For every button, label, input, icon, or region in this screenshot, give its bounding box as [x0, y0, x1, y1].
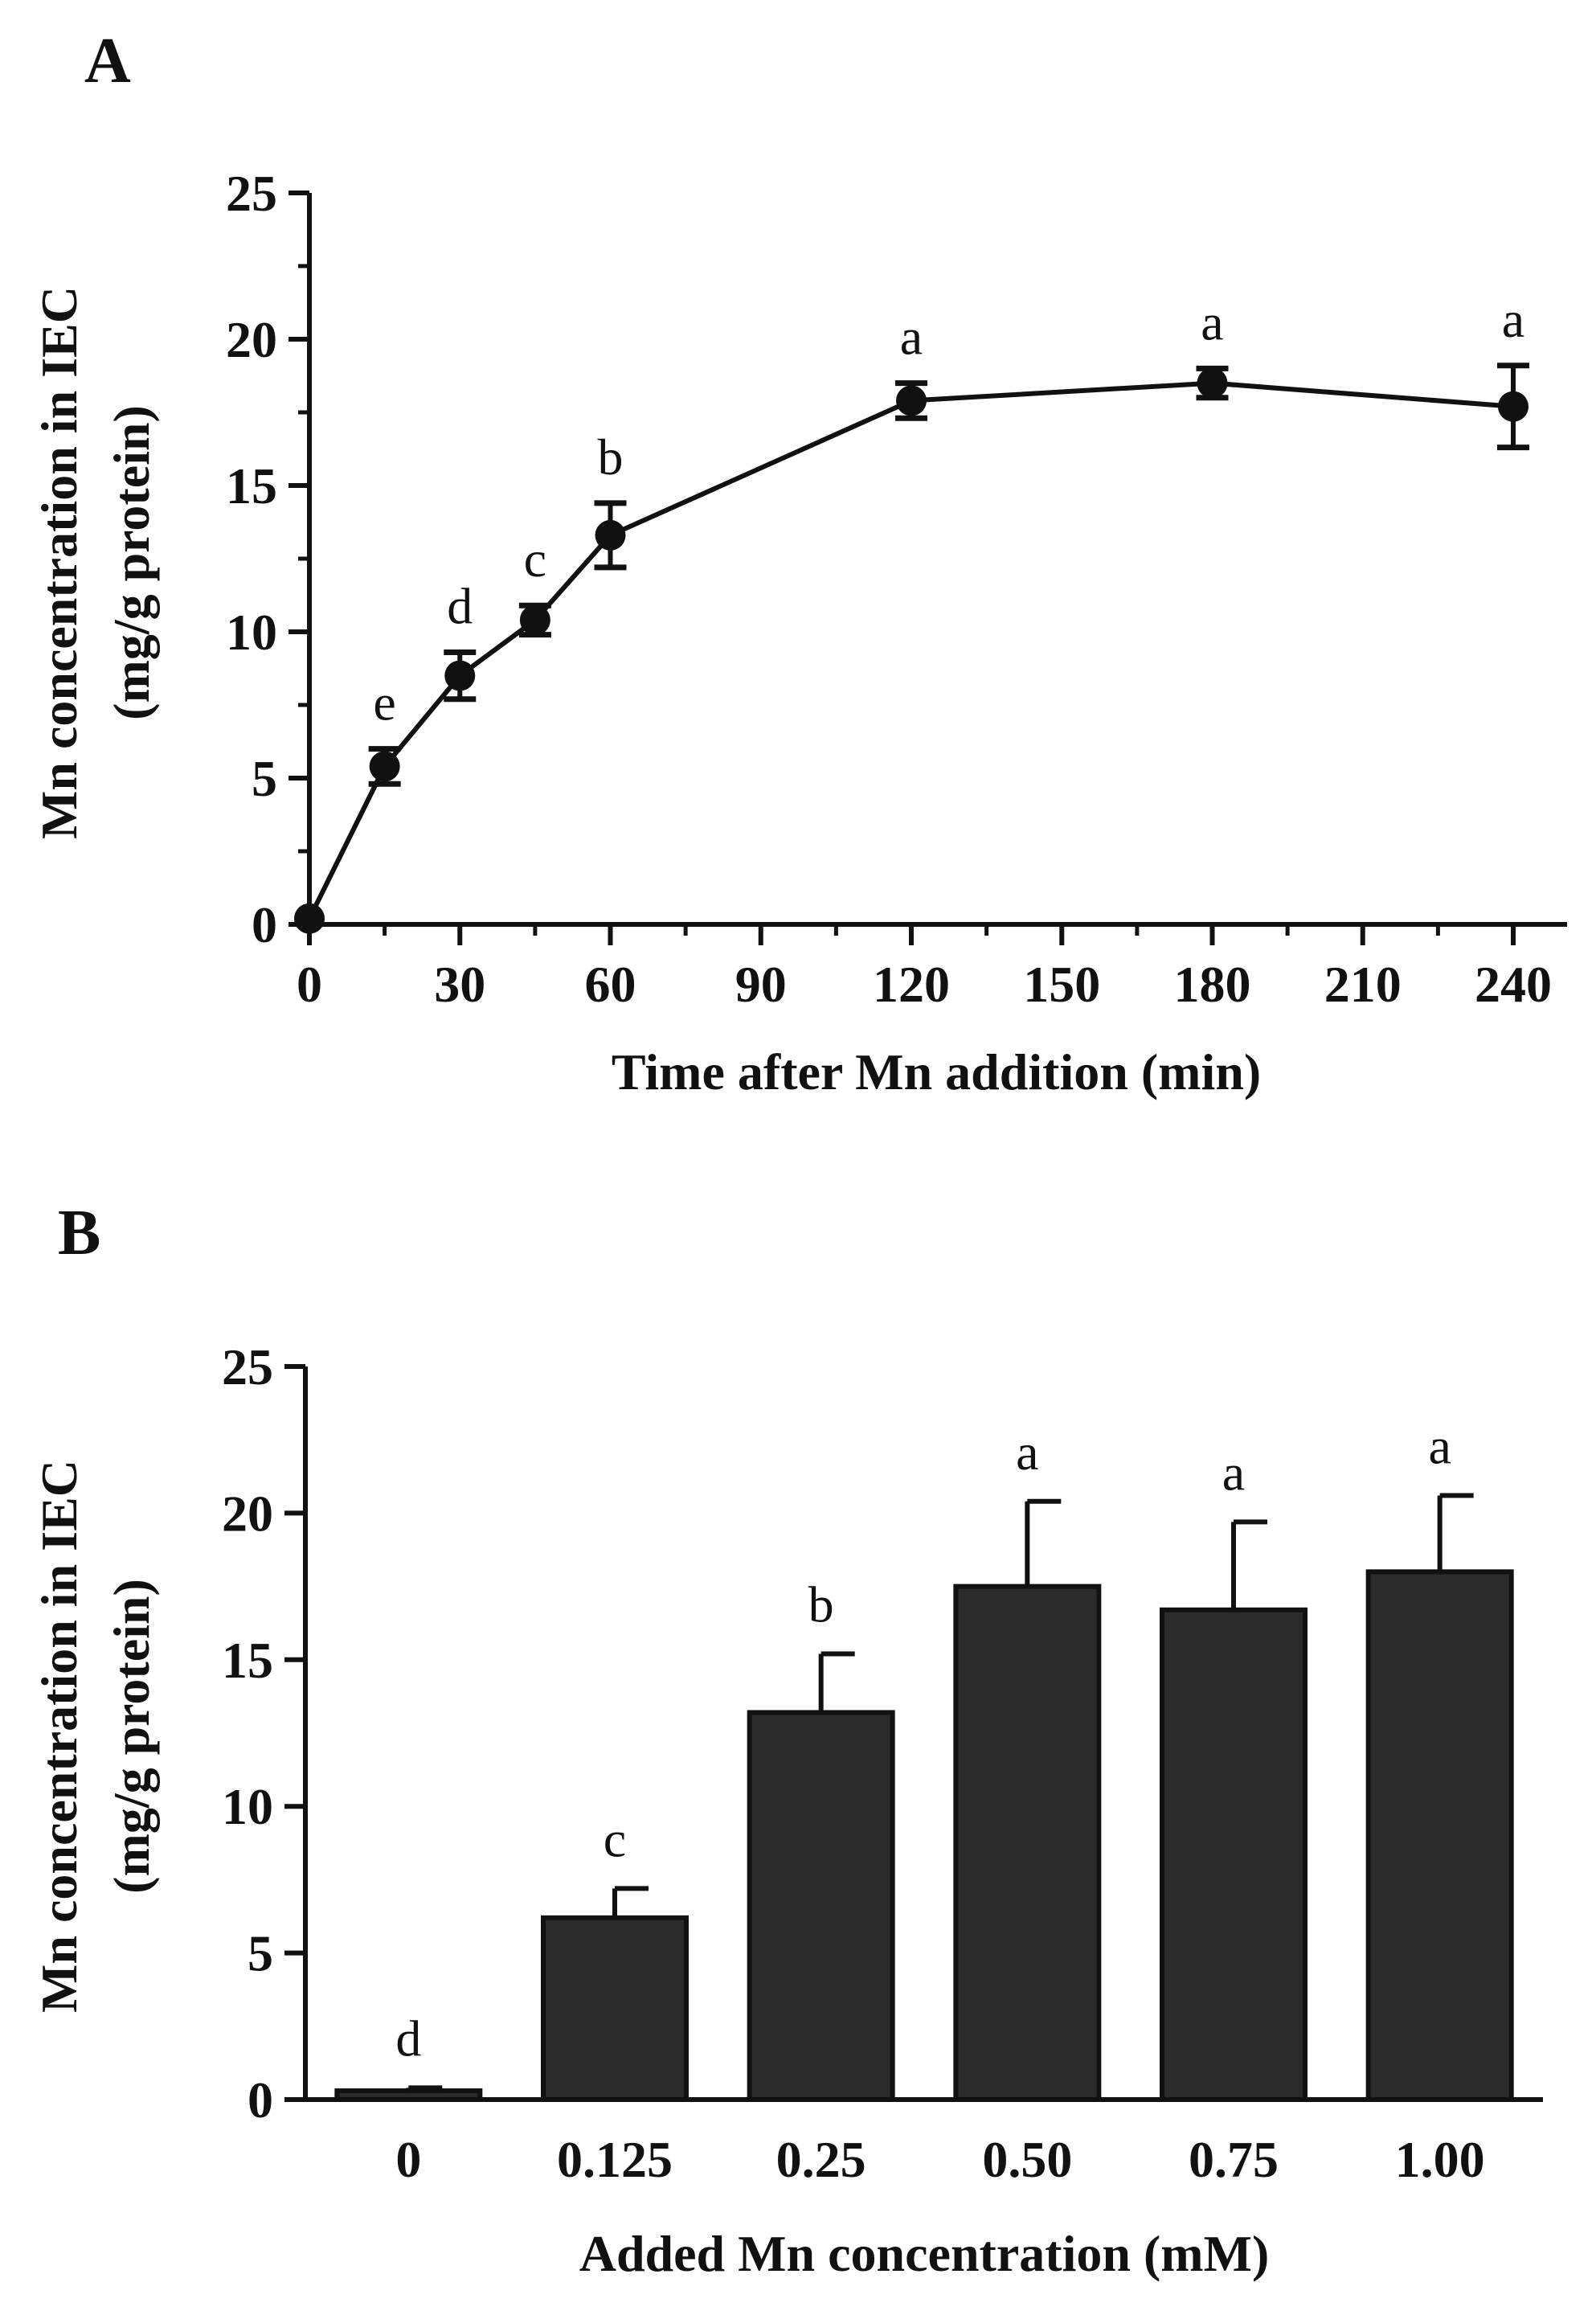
panel-b-x-tick-label: 0.125: [557, 2131, 673, 2188]
panel-a-y-tick-label: 10: [226, 604, 277, 661]
panel-b-x-tick-label: 1.00: [1395, 2131, 1485, 2188]
panel-b-y-axis-title-line1: Mn concentration in IEC: [31, 1460, 88, 2013]
panel-b-bar: [1365, 1569, 1514, 2102]
panel-b-y-tick-label: 15: [222, 1632, 273, 1689]
panel-a-x-tick-label: 120: [873, 956, 950, 1013]
panel-b-y-tick-label: 10: [222, 1778, 273, 1835]
panel-b-bar: [541, 1915, 689, 2102]
panel-a-y-axis-title-line2: (mg/g protein): [103, 405, 160, 720]
panel-a-significance-label: c: [524, 531, 546, 588]
panel-a-data-point: [519, 604, 550, 636]
panel-b-significance-label: c: [604, 1810, 626, 1867]
panel-b-y-tick-label: 20: [222, 1485, 273, 1542]
panel-a-data-point: [444, 660, 476, 691]
panel-b-significance-label: a: [1222, 1444, 1245, 1501]
panel-b-x-tick-label: 0.25: [776, 2131, 866, 2188]
panel-a-y-axis-title-line1: Mn concentration in IEC: [31, 286, 88, 839]
panel-b-y-axis-title-line2: (mg/g protein): [103, 1579, 160, 1894]
panel-a-x-tick-label: 180: [1174, 956, 1251, 1013]
panel-b-x-tick-label: 0.75: [1189, 2131, 1279, 2188]
panel-b-bar: [953, 1584, 1102, 2102]
panel-a-data-point: [896, 385, 927, 416]
panel-b-bar: [334, 2088, 483, 2102]
panel-a-series-line: [307, 380, 1514, 920]
panel-a-data-point: [1498, 391, 1528, 422]
panel-a-data-point: [595, 519, 626, 551]
panel-a-letter: A: [84, 26, 131, 96]
panel-b-x-tick-label: 0: [395, 2131, 421, 2188]
panel-a-significance-label: a: [900, 309, 923, 366]
panel-b-bar: [747, 1710, 895, 2103]
panel-b-significance-label: a: [1428, 1418, 1451, 1475]
panel-a-y-ticks: 0 5 10 15 20 25: [226, 165, 309, 953]
panel-a-x-tick-label: 60: [585, 956, 636, 1013]
panel-a-significance-label: d: [447, 577, 473, 634]
panel-b-significance-label: a: [1016, 1424, 1038, 1481]
panel-a-x-tick-label: 30: [434, 956, 485, 1013]
panel-a-significance-label: a: [1201, 293, 1223, 350]
panel-b-significance-label: b: [808, 1576, 834, 1633]
panel-b-bar: [1160, 1607, 1307, 2103]
panel-a-x-tick-label: 210: [1324, 956, 1402, 1013]
panel-a-data-point: [369, 751, 400, 782]
panel-a-data-point: [294, 903, 325, 934]
panel-b-x-tick-label: 0.50: [982, 2131, 1072, 2188]
panel-a-y-tick-label: 25: [226, 165, 277, 222]
panel-b-significance-label: d: [395, 2010, 421, 2067]
panel-a-x-axis-title: Time after Mn addition (min): [612, 1043, 1261, 1100]
panel-a-significance-label: a: [1502, 291, 1524, 348]
panel-a-x-ticks: 0 30 60 90 120 150 180 210 240: [297, 924, 1552, 1013]
panel-a-x-tick-label: 90: [735, 956, 787, 1013]
panel-b-x-axis-title: Added Mn concentration (mM): [579, 2225, 1270, 2282]
panel-b-bars: d 0 c 0.125 b 0.25 a 0.50 a 0.75 a 1.00: [334, 1418, 1514, 2188]
panel-a-y-tick-label: 5: [252, 750, 277, 807]
panel-a-x-tick-label: 0: [297, 956, 322, 1013]
panel-b-letter: B: [58, 1198, 100, 1268]
panel-a-data-point: [1197, 367, 1228, 399]
panel-a-x-tick-label: 240: [1475, 956, 1552, 1013]
panel-a-y-tick-label: 20: [226, 311, 277, 368]
panel-b-y-tick-label: 5: [248, 1925, 273, 1982]
panel-a-significance-label: b: [598, 428, 624, 486]
panel-a-x-tick-label: 150: [1023, 956, 1100, 1013]
panel-b-y-tick-label: 0: [248, 2071, 273, 2129]
panel-a-line-chart: A 0 5 10 15 20 25 0 30 60 90 120 150 180 210 240 edcb…: [31, 26, 1567, 1100]
panel-b-y-ticks: 0 5 10 15 20 25: [222, 1338, 305, 2129]
panel-a-y-tick-label: 0: [252, 896, 277, 953]
panel-a-y-tick-label: 15: [226, 457, 277, 514]
panel-b-y-tick-label: 25: [222, 1338, 273, 1395]
panel-a-significance-label: e: [373, 674, 395, 731]
panel-b-bar-chart: B 0 5 10 15 20 25 d 0 c 0.125 b 0.25 a 0.50 a 0.75 a 1.0…: [31, 1198, 1543, 2282]
